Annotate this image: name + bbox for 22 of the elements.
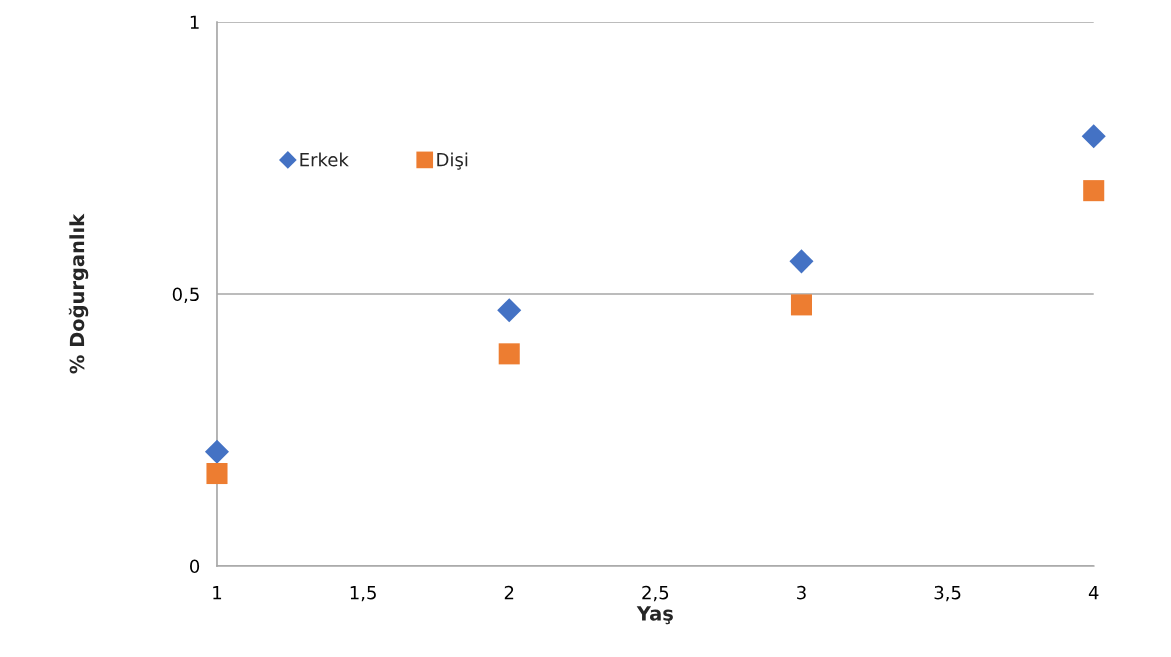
y-tick-label: 1	[190, 15, 199, 29]
x-tick-label: 3	[797, 585, 806, 600]
point	[497, 298, 522, 323]
x-tick-label: 2	[504, 585, 514, 600]
legend-label: Erkek	[300, 152, 349, 167]
y-tick-label: 0,5	[172, 287, 199, 303]
point	[790, 294, 812, 316]
point	[204, 439, 230, 464]
x-tick-label: 1	[213, 586, 222, 600]
x-tick-label: 2,5	[642, 585, 669, 602]
x-tick-label: 4	[1088, 586, 1099, 600]
point	[1081, 124, 1106, 149]
point	[206, 462, 228, 485]
x-tick-label: 3,5	[934, 585, 961, 602]
point	[498, 343, 520, 365]
y-axis-title: % Doğurganlık	[68, 213, 89, 374]
x-tick-label: 1,5	[350, 586, 376, 602]
legend-label: Dişi	[437, 152, 468, 170]
x-axis-title: Yaş	[636, 606, 673, 625]
y-tick-label: 0	[190, 559, 200, 574]
point	[789, 249, 814, 274]
point	[1083, 180, 1105, 202]
